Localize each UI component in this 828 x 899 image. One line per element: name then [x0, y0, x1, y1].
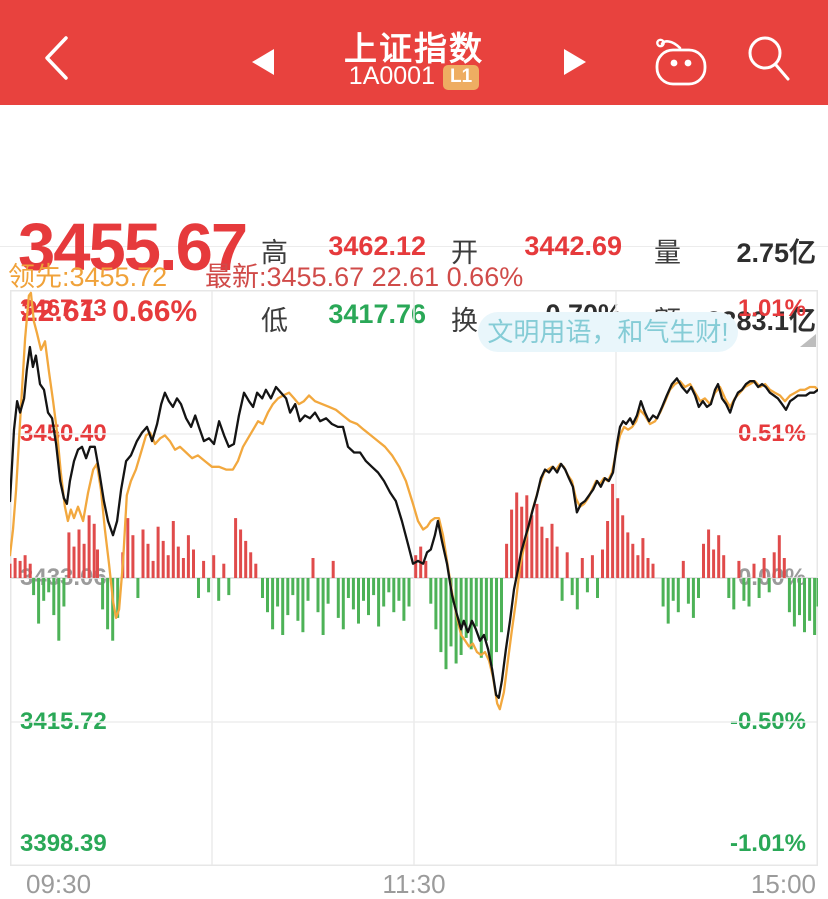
latest-value-label: 最新:3455.67 22.61 0.66%	[205, 262, 524, 292]
app-header: 上证指数 1A0001 L1	[0, 0, 828, 105]
search-button[interactable]	[742, 30, 794, 86]
y-label-pct-1: 1.01%	[737, 295, 806, 322]
stat-label-high: 高	[261, 238, 288, 268]
stat-value-high: 3462.12	[328, 231, 426, 261]
minute-chart[interactable]: 3467.73 3450.40 3433.06 3415.72 3398.39 …	[0, 290, 828, 866]
time-label-close: 15:00	[750, 869, 816, 899]
search-icon	[748, 36, 790, 81]
quote-panel: 3455.67 22.61 0.66% 高 3462.12 开 3442.69 量…	[0, 105, 828, 347]
back-button[interactable]	[40, 34, 74, 82]
next-stock-button[interactable]	[564, 49, 586, 75]
stat-label-low: 低	[261, 306, 288, 336]
stat-value-open: 3442.69	[524, 231, 622, 261]
stat-value-low: 3417.76	[328, 299, 426, 329]
time-label-noon: 11:30	[382, 869, 446, 899]
y-label-pct-5: -1.01%	[729, 830, 806, 857]
price-change-pct: 0.66%	[112, 295, 198, 328]
level1-badge: L1	[443, 65, 480, 90]
y-label-price-5: 3398.39	[20, 830, 107, 857]
stock-code: 1A0001	[348, 62, 435, 90]
stat-label-open: 开	[451, 238, 478, 268]
assistant-robot-button[interactable]	[650, 30, 712, 88]
last-price: 3455.67	[18, 210, 248, 285]
chart-legend: 领先:3455.72 最新:3455.67 22.61 0.66%	[0, 248, 828, 292]
robot-icon	[655, 38, 707, 86]
stat-label-turnover: 换	[451, 306, 478, 336]
stock-code-row: 1A0001 L1	[0, 62, 828, 91]
time-label-open: 09:30	[26, 869, 92, 899]
expand-quote-triangle-icon[interactable]	[800, 334, 816, 347]
page-title: 上证指数	[344, 30, 484, 67]
price-change-row: 22.61 0.66%	[21, 295, 213, 329]
time-axis: 09:30 11:30 15:00	[0, 866, 828, 899]
stat-label-volume: 量	[654, 238, 681, 268]
civility-tooltip: 文明用语，和气生财!	[478, 312, 738, 352]
prev-stock-button[interactable]	[252, 49, 274, 75]
stat-value-volume: 2.75亿	[736, 238, 816, 268]
leading-value-label: 领先:3455.72	[8, 262, 168, 292]
back-chevron-icon	[45, 36, 68, 80]
minute-chart-svg	[10, 290, 818, 866]
